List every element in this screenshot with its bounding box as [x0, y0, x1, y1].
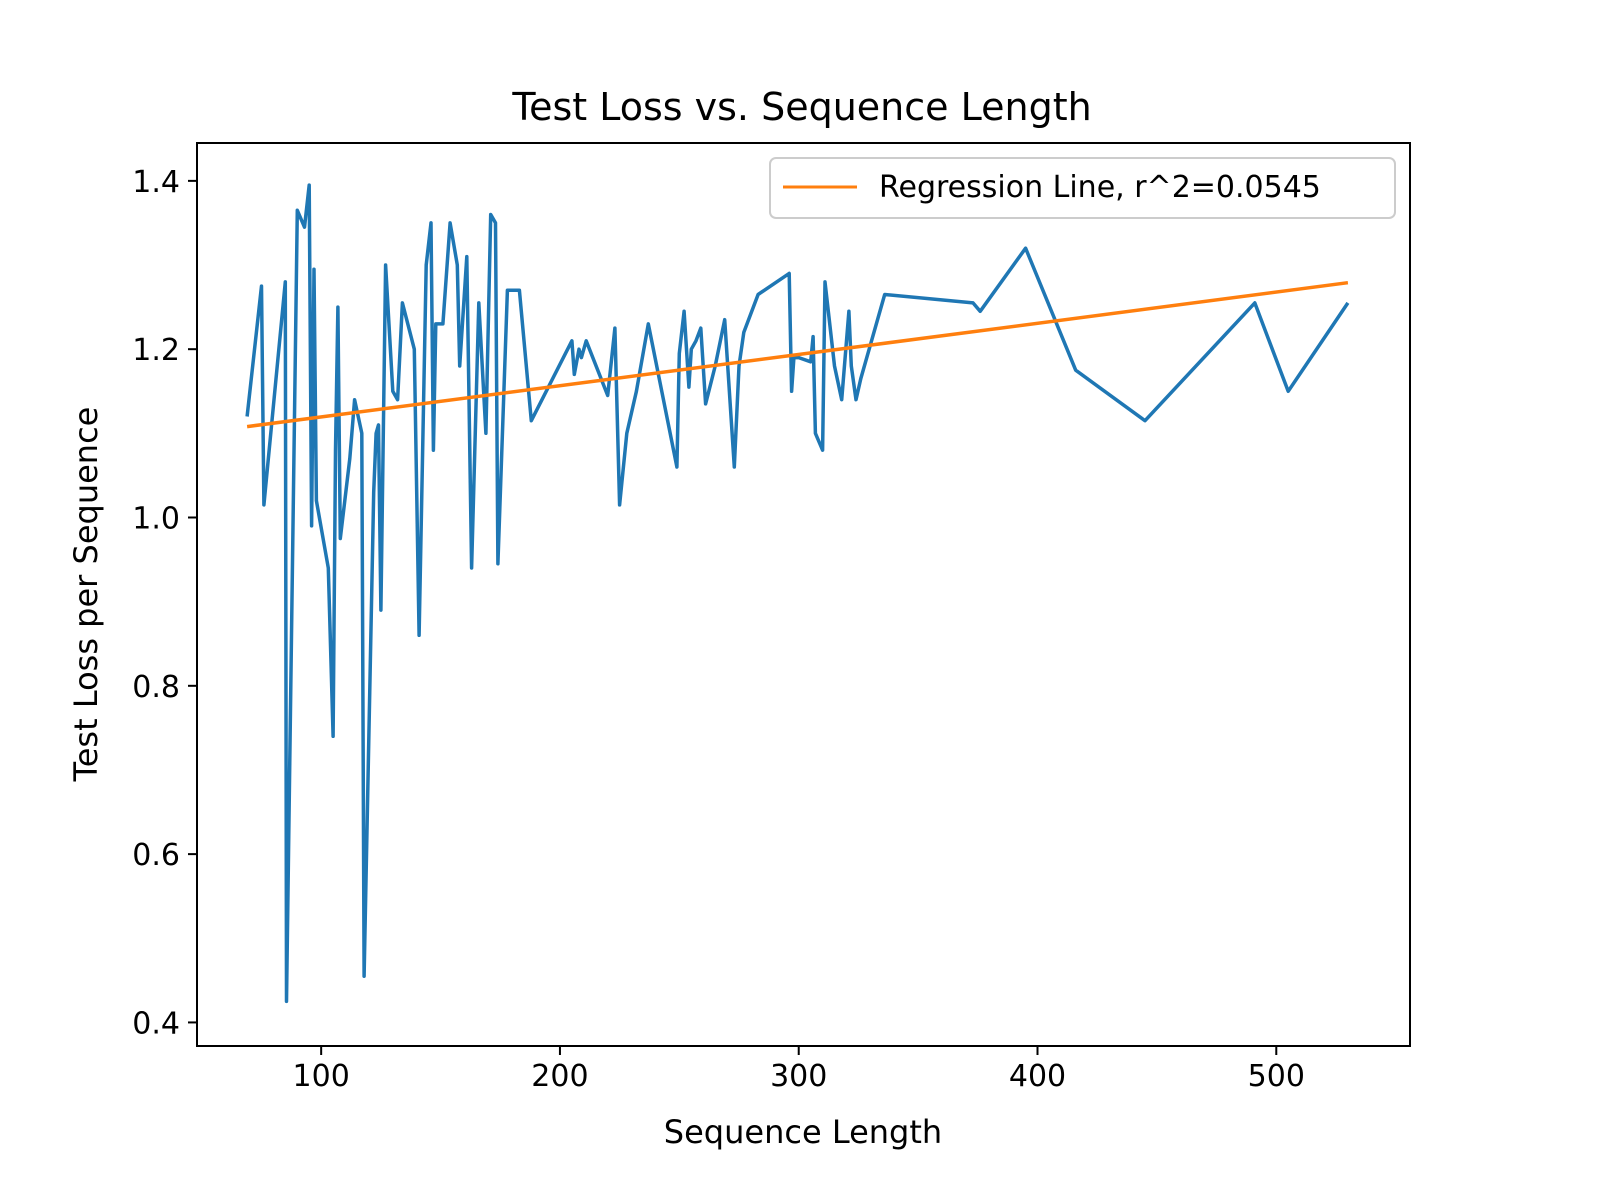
y-tick-label: 0.4 [132, 1006, 180, 1041]
x-tick-label: 200 [531, 1059, 588, 1094]
x-tick-label: 400 [1009, 1059, 1066, 1094]
legend-box [769, 157, 1396, 219]
y-tick-label: 0.6 [132, 838, 180, 873]
y-tick-label: 1.0 [132, 501, 180, 536]
plot-frame [196, 142, 1411, 1047]
y-axis-label: Test Loss per Sequence [67, 407, 105, 783]
y-axis-ticks: 0.4 0.6 0.8 1.0 1.2 1.4 [132, 165, 197, 1041]
regression-line [246, 280, 1349, 429]
chart-title: Test Loss vs. Sequence Length [511, 85, 1091, 129]
y-tick-label: 1.2 [132, 333, 180, 368]
x-axis-ticks: 100 200 300 400 500 [293, 1046, 1305, 1094]
x-axis-label: Sequence Length [664, 1113, 942, 1151]
legend-label-regression: Regression Line, r^2=0.0545 [879, 170, 1321, 205]
x-tick-label: 300 [770, 1059, 827, 1094]
y-tick-label: 1.4 [132, 165, 180, 200]
y-tick-label: 0.8 [132, 670, 180, 705]
series-line-test-loss [245, 183, 1350, 1004]
legend: Regression Line, r^2=0.0545 [769, 157, 1396, 219]
x-tick-label: 100 [293, 1059, 350, 1094]
plot-area [245, 183, 1350, 1004]
x-tick-label: 500 [1248, 1059, 1305, 1094]
